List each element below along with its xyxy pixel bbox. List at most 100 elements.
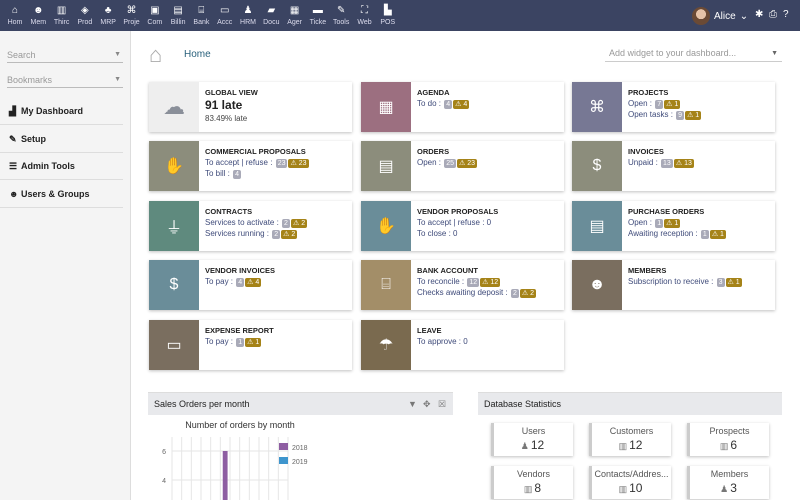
nav-ticke[interactable]: ▬ Ticke — [307, 0, 329, 31]
box-line[interactable]: Checks awaiting deposit : 2 ⚠ 2 — [417, 287, 562, 298]
box-line[interactable]: Subscription to receive : 3 ⚠ 1 — [628, 276, 773, 287]
box-line[interactable]: To pay : 4 ⚠ 4 — [205, 276, 350, 287]
box-line[interactable]: Open : 7 ⚠ 1 — [628, 98, 773, 109]
help-icon[interactable]: ? — [783, 9, 789, 20]
sidebar-item-setup[interactable]: ✎ Setup — [0, 126, 123, 153]
home-icon: ⌂ — [11, 5, 19, 16]
box-title: PROJECTS — [628, 88, 669, 97]
stat-prospects[interactable]: Prospects ▥ 6 — [687, 423, 769, 456]
stat-label: Users — [521, 426, 546, 436]
box-line[interactable]: To accept | refuse : 0 — [417, 217, 562, 228]
box-agenda[interactable]: ▦ AGENDA To do : 4 ⚠ 4 — [361, 82, 564, 132]
nav-accc[interactable]: ▭ Accc — [214, 0, 236, 31]
count-badge: 1 — [700, 230, 709, 239]
stat-value: 6 — [730, 438, 738, 452]
count-badge: 12 — [467, 278, 480, 287]
box-expense-report[interactable]: ▭ EXPENSE REPORT To pay : 1 ⚠ 1 — [149, 320, 352, 370]
nav-ager[interactable]: ▦ Ager — [284, 0, 306, 31]
bug-icon[interactable]: ✱ — [755, 9, 764, 20]
box-line[interactable]: To pay : 1 ⚠ 1 — [205, 336, 350, 347]
box-line[interactable]: Open tasks : 9 ⚠ 1 — [628, 109, 773, 120]
count-badge: 4 — [233, 170, 242, 179]
box-bank-account[interactable]: ⌸ BANK ACCOUNT To reconcile : 12 ⚠ 12 Checks… — [361, 260, 564, 310]
count-badge: 2 — [510, 289, 519, 298]
nav-docu[interactable]: ▰ Docu — [260, 0, 282, 31]
late-badge: ⚠ 1 — [664, 100, 681, 109]
sidebar-item-users-groups[interactable]: ☻ Users & Groups — [0, 181, 123, 208]
box-line[interactable]: To do : 4 ⚠ 4 — [417, 98, 562, 109]
filter-icon[interactable]: ▼ — [408, 399, 417, 409]
stat-vendors[interactable]: Vendors ▥ 8 — [491, 466, 573, 499]
stat-value: 8 — [534, 481, 542, 495]
box-line[interactable]: To bill : 4 — [205, 168, 350, 179]
box-vendor-proposals[interactable]: ✋ VENDOR PROPOSALS To accept | refuse : 0 T… — [361, 201, 564, 251]
stat-customers[interactable]: Customers ▥ 12 — [589, 423, 671, 456]
late-badge: ⚠ 1 — [245, 338, 262, 347]
line-label: To do : — [417, 99, 442, 108]
box-glyph: ⏚ — [165, 220, 182, 237]
box-line[interactable]: To approve : 0 — [417, 336, 562, 347]
box-icon: ▤ — [572, 201, 622, 251]
bookmarks-select[interactable]: Bookmarks ▼ — [7, 72, 123, 88]
box-commercial-proposals[interactable]: ✋ COMMERCIAL PROPOSALS To accept | refuse … — [149, 141, 352, 191]
nav-hom[interactable]: ⌂ Hom — [4, 0, 26, 31]
building-icon: ▥ — [719, 441, 729, 451]
box-contracts[interactable]: ⏚ CONTRACTS Services to activate : 2 ⚠ 2 Ser… — [149, 201, 352, 251]
late-count: 13 — [684, 160, 692, 167]
nav-bank[interactable]: ⌸ Bank — [190, 0, 212, 31]
box-icon: ⏚ — [149, 201, 199, 251]
late-badge: ⚠ 4 — [245, 278, 262, 287]
nav-billin[interactable]: ▤ Billin — [167, 0, 189, 31]
sidebar-item-my-dashboard[interactable]: ▟ My Dashboard — [0, 98, 123, 125]
box-purchase-orders[interactable]: ▤ PURCHASE ORDERS Open : 1 ⚠ 1 Awaiting rece… — [572, 201, 775, 251]
box-vendor-invoices[interactable]: $ VENDOR INVOICES To pay : 4 ⚠ 4 — [149, 260, 352, 310]
stat-members[interactable]: Members ♟ 3 — [687, 466, 769, 499]
close-icon[interactable]: ☒ — [438, 399, 447, 409]
box-members[interactable]: ☻ MEMBERS Subscription to receive : 3 ⚠ 1 — [572, 260, 775, 310]
stat-contacts-addres-[interactable]: Contacts/Addres... ▥ 10 — [589, 466, 671, 499]
box-line[interactable]: To reconcile : 12 ⚠ 12 — [417, 276, 562, 287]
nav-hrm[interactable]: ♟ HRM — [237, 0, 259, 31]
box-global-view[interactable]: ☁ GLOBAL VIEW 91 late 83.49% late — [149, 82, 352, 132]
box-line[interactable]: Open : 1 ⚠ 1 — [628, 217, 773, 228]
box-line[interactable]: Services running : 2 ⚠ 2 — [205, 228, 350, 239]
count-badge: 4 — [236, 278, 245, 287]
move-icon[interactable]: ✥ — [423, 399, 431, 409]
nav-tools[interactable]: ✎ Tools — [330, 0, 352, 31]
box-projects[interactable]: ⌘ PROJECTS Open : 7 ⚠ 1 Open tasks : 9 ⚠ 1 — [572, 82, 775, 132]
nav-com[interactable]: ▣ Com — [144, 0, 166, 31]
box-line[interactable]: To close : 0 — [417, 228, 562, 239]
nav-mem[interactable]: ☻ Mem — [27, 0, 49, 31]
box-invoices[interactable]: $ INVOICES Unpaid : 13 ⚠ 13 — [572, 141, 775, 191]
cubes-icon: ♣ — [104, 5, 112, 16]
box-glyph: ✋ — [376, 218, 396, 235]
nav-proje[interactable]: ⌘ Proje — [121, 0, 143, 31]
nav-thirc[interactable]: ▥ Thirc — [51, 0, 73, 31]
print-icon[interactable]: ⎙ — [769, 9, 777, 20]
box-leave[interactable]: ☂ LEAVE To approve : 0 — [361, 320, 564, 370]
box-title: GLOBAL VIEW — [205, 88, 258, 97]
web-icon: ⛶ — [361, 5, 368, 16]
count-badge: 1 — [236, 338, 245, 347]
sidebar-item-label: My Dashboard — [21, 106, 84, 116]
search-input[interactable]: Search ▼ — [7, 47, 123, 63]
nav-prod[interactable]: ◈ Prod — [74, 0, 96, 31]
box-line[interactable]: To accept | refuse : 23 ⚠ 23 — [205, 157, 350, 168]
line-label: To accept | refuse : — [205, 158, 273, 167]
late-badge: ⚠ 1 — [725, 278, 742, 287]
box-orders[interactable]: ▤ ORDERS Open : 25 ⚠ 23 — [361, 141, 564, 191]
line-label: Open tasks : — [628, 110, 673, 119]
box-line[interactable]: Services to activate : 2 ⚠ 2 — [205, 217, 350, 228]
chevron-down-icon: ⌄ — [739, 10, 749, 22]
stat-users[interactable]: Users ♟ 12 — [491, 423, 573, 456]
box-line[interactable]: Awaiting reception : 1 ⚠ 1 — [628, 228, 773, 239]
sidebar-item-admin-tools[interactable]: ☰ Admin Tools — [0, 153, 123, 180]
nav-mrp[interactable]: ♣ MRP — [97, 0, 119, 31]
box-line[interactable]: Unpaid : 13 ⚠ 13 — [628, 157, 773, 168]
database-statistics-header: Database Statistics — [478, 392, 782, 415]
nav-web[interactable]: ⛶ Web — [354, 0, 376, 31]
nav-pos[interactable]: ▙ POS — [377, 0, 399, 31]
user-menu[interactable]: Alice ⌄ — [692, 6, 748, 26]
box-line[interactable]: Open : 25 ⚠ 23 — [417, 157, 562, 168]
add-widget-select[interactable]: Add widget to your dashboard... ▼ — [605, 45, 782, 62]
